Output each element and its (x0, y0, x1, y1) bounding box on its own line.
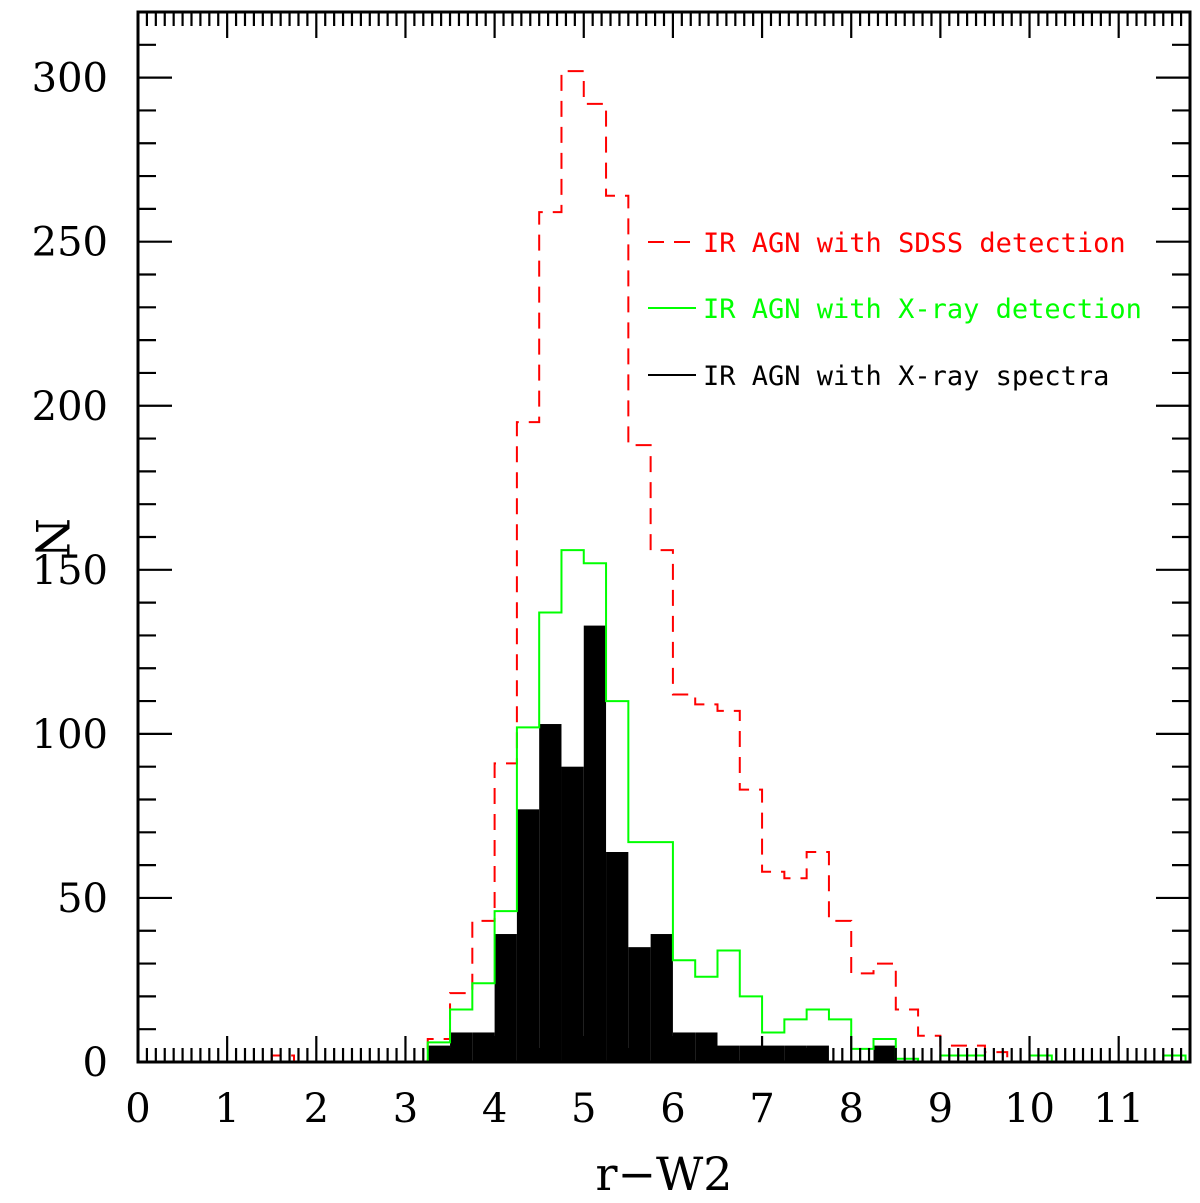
bar-xray-spectra (717, 1045, 740, 1062)
x-tick-label: 5 (571, 1086, 596, 1132)
bar-xray-spectra (606, 852, 629, 1062)
y-tick-label: 50 (57, 876, 108, 922)
x-tick-label: 4 (482, 1086, 507, 1132)
bar-xray-spectra (695, 1032, 718, 1062)
bar-xray-spectra (739, 1045, 763, 1062)
histogram-layer (270, 70, 1187, 1063)
y-tick-label: 250 (32, 220, 108, 266)
x-tick-label: 11 (1093, 1086, 1144, 1132)
bar-xray-spectra (539, 724, 562, 1062)
x-tick-label: 0 (125, 1086, 150, 1132)
tick-label-layer: 0 1 2 3 4 5 6 7 8 9 10 11 0 50 100 150 200 250 300 (32, 56, 1144, 1132)
x-tick-label: 6 (660, 1086, 685, 1132)
bar-xray-spectra (762, 1045, 785, 1062)
y-tick-label: 100 (32, 712, 108, 758)
bar-xray-spectra (472, 1032, 495, 1062)
x-tick-label: 10 (1004, 1086, 1055, 1132)
x-tick-label: 7 (749, 1086, 774, 1132)
legend-label: IR AGN with X-ray detection (703, 294, 1142, 325)
tick-layer (136, 10, 1192, 1064)
bar-xray-spectra (784, 1045, 807, 1062)
bar-xray-spectra (427, 1045, 451, 1062)
x-tick-label: 3 (393, 1086, 418, 1132)
bar-xray-spectra (583, 625, 607, 1062)
bar-xray-spectra (516, 809, 540, 1062)
x-tick-label: 1 (214, 1086, 239, 1132)
y-tick-label: 150 (32, 548, 108, 594)
x-tick-label: 9 (928, 1086, 953, 1132)
bar-xray-spectra (806, 1045, 829, 1062)
y-tick-label: 0 (83, 1040, 108, 1086)
y-tick-label: 300 (32, 56, 108, 102)
bar-xray-spectra (873, 1045, 896, 1062)
x-tick-label: 2 (304, 1086, 329, 1132)
bar-xray-spectra (628, 947, 651, 1062)
y-axis-title: N (25, 518, 79, 558)
bar-xray-spectra (561, 766, 584, 1062)
plot-frame (136, 10, 1192, 1064)
bar-xray-spectra (450, 1032, 473, 1062)
bar-xray-spectra (650, 934, 673, 1062)
legend-label: IR AGN with SDSS detection (703, 228, 1126, 259)
bar-xray-spectra (494, 934, 517, 1062)
y-tick-label: 200 (32, 384, 108, 430)
series-sdss-detection-line (270, 70, 1052, 1063)
legend: IR AGN with SDSS detection IR AGN with X-… (648, 228, 1142, 392)
legend-label: IR AGN with X-ray spectra (703, 361, 1109, 392)
x-axis-title: r−W2 (595, 1147, 732, 1201)
x-tick-label: 8 (838, 1086, 863, 1132)
bar-xray-spectra (672, 1032, 696, 1062)
